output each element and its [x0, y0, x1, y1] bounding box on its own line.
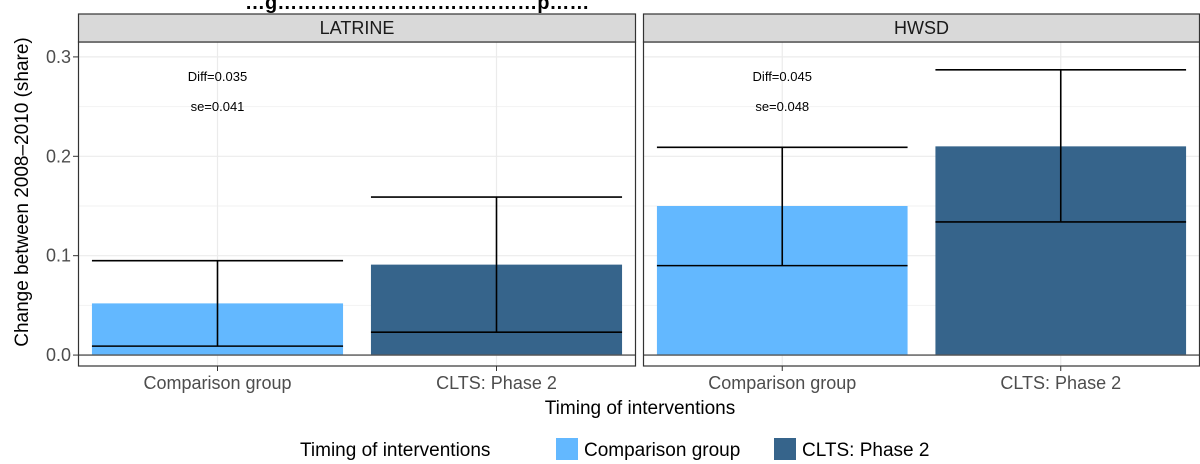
legend-label-clts-phase-2: CLTS: Phase 2	[802, 440, 929, 461]
legend-label-comparison-group: Comparison group	[584, 440, 740, 461]
x-tick-label: CLTS: Phase 2	[1000, 373, 1121, 393]
panel-latrine: Diff=0.035 se=0.041 LATRINE Comparison grou…	[77, 13, 637, 393]
x-tick-label: Comparison group	[708, 373, 856, 393]
panel-hwsd: Diff=0.045 se=0.048 HWSD Comparison group CL…	[642, 13, 1200, 393]
x-tick-label: Comparison group	[143, 373, 291, 393]
y-tick-label: 0.3	[46, 47, 71, 67]
facet-panels: Diff=0.035 se=0.041 LATRINE Comparison grou…	[77, 13, 1200, 393]
strip-background	[77, 13, 637, 43]
y-tick-labels: 0.0 0.1 0.2 0.3	[46, 47, 78, 365]
annotation-diff: Diff=0.045	[753, 69, 812, 84]
error-bar	[656, 146, 908, 267]
error-bar	[91, 259, 344, 347]
x-tick-label: CLTS: Phase 2	[436, 373, 557, 393]
strip-label: LATRINE	[320, 18, 395, 38]
annotation-se: se=0.048	[755, 99, 809, 114]
annotation-diff: Diff=0.035	[188, 69, 247, 84]
legend-swatch-clts-phase-2	[774, 438, 796, 460]
legend: Timing of interventions Comparison group…	[300, 438, 929, 461]
error-bar	[370, 196, 623, 334]
x-axis-title: Timing of interventions	[545, 398, 735, 419]
y-tick-label: 0.2	[46, 146, 71, 166]
legend-title: Timing of interventions	[300, 440, 490, 461]
legend-swatch-comparison-group	[556, 438, 578, 460]
strip-label: HWSD	[894, 18, 949, 38]
error-bar	[935, 69, 1187, 223]
annotation-se: se=0.041	[191, 99, 245, 114]
y-tick-label: 0.0	[46, 345, 71, 365]
y-tick-label: 0.1	[46, 246, 71, 266]
y-axis-title: Change between 2008–2010 (share)	[12, 37, 33, 347]
chart-title: …g…………………………………p……	[245, 0, 589, 14]
strip-background	[642, 13, 1200, 43]
